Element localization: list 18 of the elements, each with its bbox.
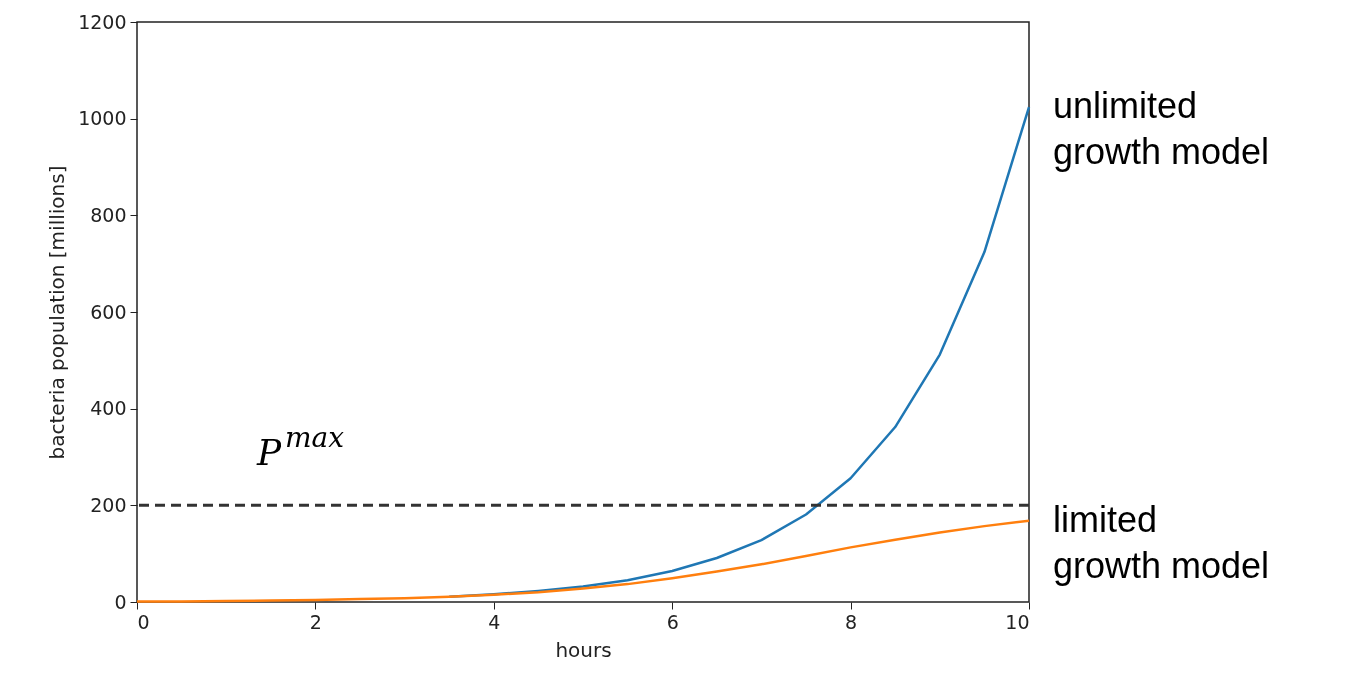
- x-tick-label: 8: [845, 610, 858, 633]
- y-tick-label: 1000: [78, 107, 127, 130]
- y-tick-label: 800: [90, 203, 127, 226]
- x-tick-label: 2: [309, 610, 322, 633]
- y-tick-label: 200: [90, 493, 127, 516]
- x-axis-title: hours: [555, 637, 612, 662]
- series-label: unlimited growth model: [1053, 85, 1270, 173]
- x-tick-label: 4: [488, 610, 501, 633]
- y-axis-title: bacteria population [millions]: [45, 165, 70, 460]
- x-tick-label: 0: [137, 610, 150, 633]
- y-tick-label: 600: [90, 300, 127, 323]
- y-tick-label: 400: [90, 397, 127, 420]
- series-label: limited growth model: [1053, 498, 1270, 586]
- line-series: [135, 519, 1031, 603]
- y-tick-label: 0: [114, 590, 127, 613]
- x-tick-label: 6: [666, 610, 679, 633]
- x-tick-label: 10: [1005, 610, 1030, 633]
- y-tick-label: 1200: [78, 10, 127, 33]
